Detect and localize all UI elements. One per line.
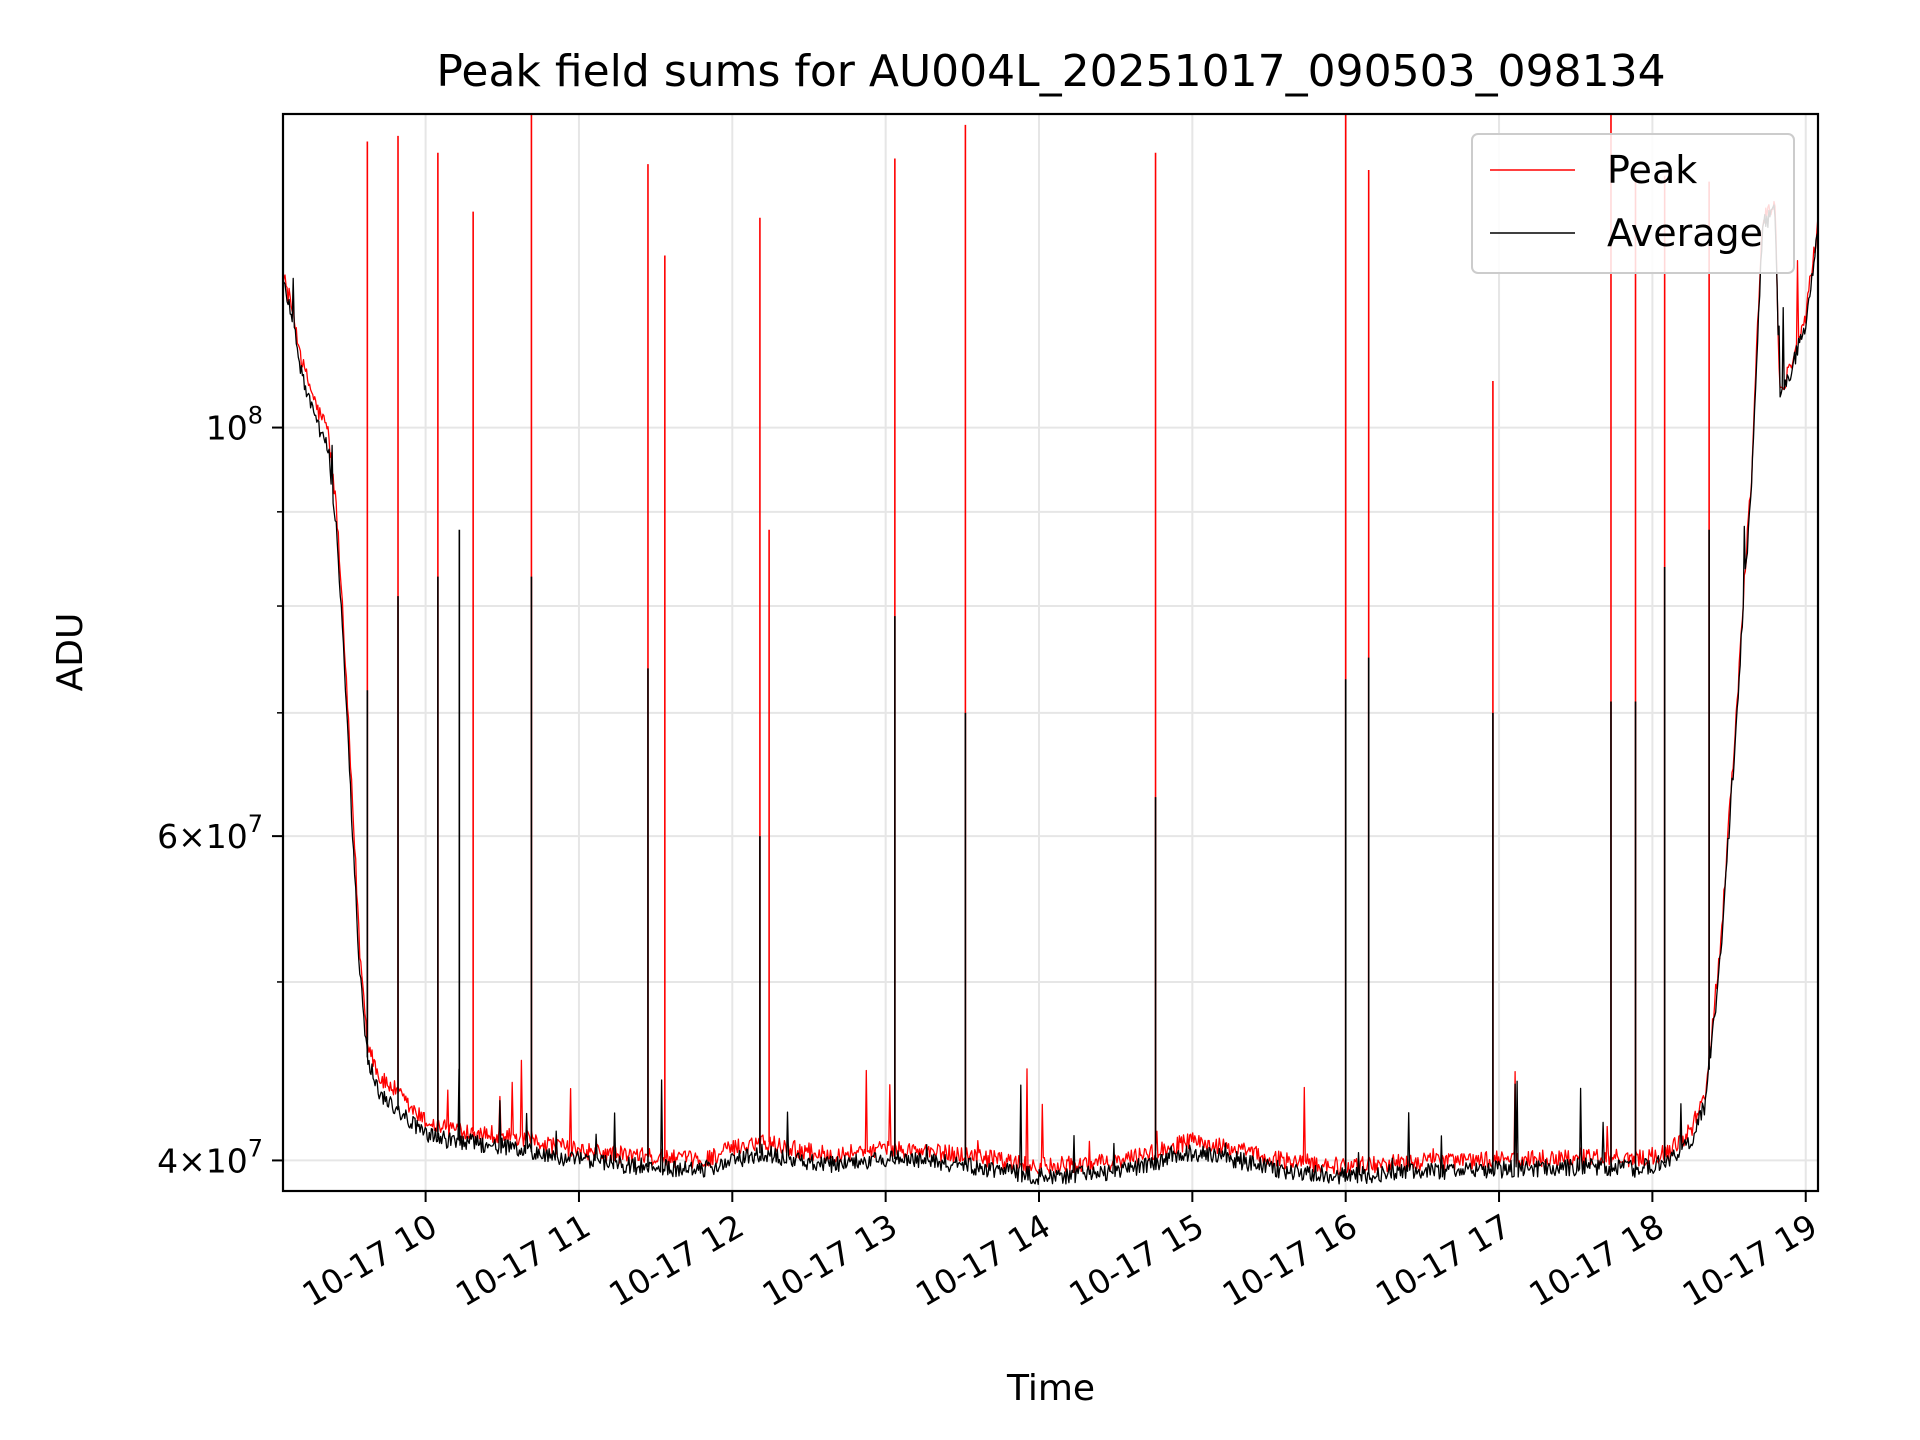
grid-layer	[283, 114, 1818, 1191]
series-average	[282, 204, 1819, 1186]
legend: Peak Average	[1471, 133, 1795, 274]
legend-box	[1471, 133, 1795, 274]
legend-label-average: Average	[1607, 211, 1763, 255]
y-tick-label: 6×107	[157, 810, 263, 856]
chart-title: Peak field sums for AU004L_20251017_0905…	[436, 46, 1665, 97]
series-layer	[282, 114, 1819, 1186]
legend-label-peak: Peak	[1607, 148, 1697, 192]
y-tick-label: 4×107	[157, 1134, 263, 1180]
series-line-peak	[282, 200, 1819, 1176]
plot-frame	[281, 112, 1820, 1193]
y-axis-label: ADU	[50, 613, 91, 692]
series-line-average	[282, 204, 1819, 1186]
x-axis-label: Time	[1006, 1368, 1095, 1409]
